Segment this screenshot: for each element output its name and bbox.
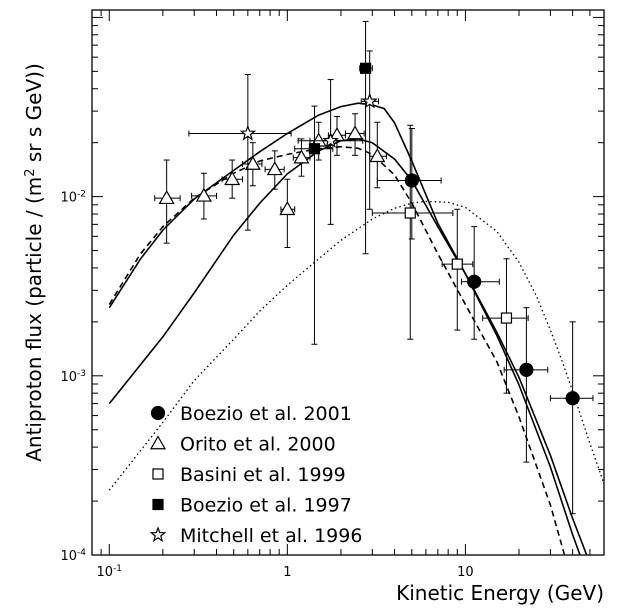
legend-label: Orito et al. 2000: [180, 434, 336, 456]
model-curve-solid-1: [108, 102, 588, 555]
data-point: [500, 312, 513, 324]
y-axis-label-main: Antiproton flux (particle / (m: [22, 177, 46, 462]
y-tick-label: 10-3: [60, 369, 86, 385]
data-point: [369, 148, 386, 163]
data-point: [293, 149, 310, 164]
data-point: [244, 155, 261, 170]
legend-marker: [152, 498, 164, 511]
data-point: [467, 274, 482, 289]
legend-marker: [150, 405, 166, 421]
legend: Boezio et al. 2001 Orito et al. 2000 Basin…: [149, 403, 362, 547]
data-point: [158, 189, 175, 205]
data-point: [404, 173, 419, 188]
plot-frame: [91, 9, 605, 556]
x-tick-label: 1: [283, 565, 291, 580]
error-bar: [503, 307, 549, 463]
series-open-star: [188, 50, 379, 231]
data-point: [359, 62, 372, 74]
data-point: [224, 171, 241, 186]
y-tick-label: 10-2: [60, 190, 86, 206]
x-axis-label: Kinetic Energy (GeV): [396, 581, 604, 605]
model-curve-dashed-3: [108, 145, 566, 555]
data-point: [451, 258, 463, 270]
error-bar: [188, 74, 292, 231]
data-series: [154, 20, 594, 515]
legend-item: Boezio et al. 1997: [152, 495, 352, 517]
error-bar: [360, 50, 379, 210]
legend-marker: [152, 468, 164, 480]
data-point: [239, 124, 257, 141]
data-point: [322, 131, 339, 148]
x-tick-label: 10: [457, 565, 474, 580]
legend-marker: [149, 435, 167, 450]
x-tick-label: 10-1: [96, 564, 122, 580]
data-point: [195, 187, 212, 202]
y-axis-label-sup: 2: [23, 168, 38, 176]
legend-item: Orito et al. 2000: [149, 434, 336, 456]
data-point: [565, 391, 580, 406]
axis-ticks: 10-1 1 10 10-4 10-3 10-2: [60, 10, 605, 580]
series-open-square: [371, 124, 529, 394]
legend-label: Boezio et al. 2001: [180, 403, 352, 425]
data-point: [361, 92, 378, 109]
error-bar: [297, 79, 364, 225]
data-point: [308, 143, 321, 155]
series-filled-circle: [376, 127, 594, 515]
y-axis-label: Antiproton flux (particle / (m2 sr s GeV…: [22, 63, 46, 462]
model-curve-solid-2: [108, 138, 581, 555]
legend-label: Basini et al. 1999: [180, 464, 346, 486]
legend-item: Boezio et al. 2001: [150, 403, 352, 425]
data-point: [347, 125, 364, 140]
model-curves: [108, 102, 604, 555]
legend-item: Basini et al. 1999: [152, 464, 346, 486]
legend-label: Boezio et al. 1997: [180, 495, 352, 517]
y-axis-label-tail: sr s GeV)): [22, 63, 46, 168]
y-tick-label: 10-4: [60, 548, 86, 564]
data-point: [266, 161, 283, 176]
data-point: [519, 362, 534, 377]
data-point: [279, 201, 296, 216]
legend-item: Mitchell et al. 1996: [149, 525, 362, 547]
legend-marker: [149, 526, 167, 543]
series-filled-square: [294, 20, 373, 345]
legend-label: Mitchell et al. 1996: [180, 525, 362, 547]
data-point: [404, 207, 416, 219]
